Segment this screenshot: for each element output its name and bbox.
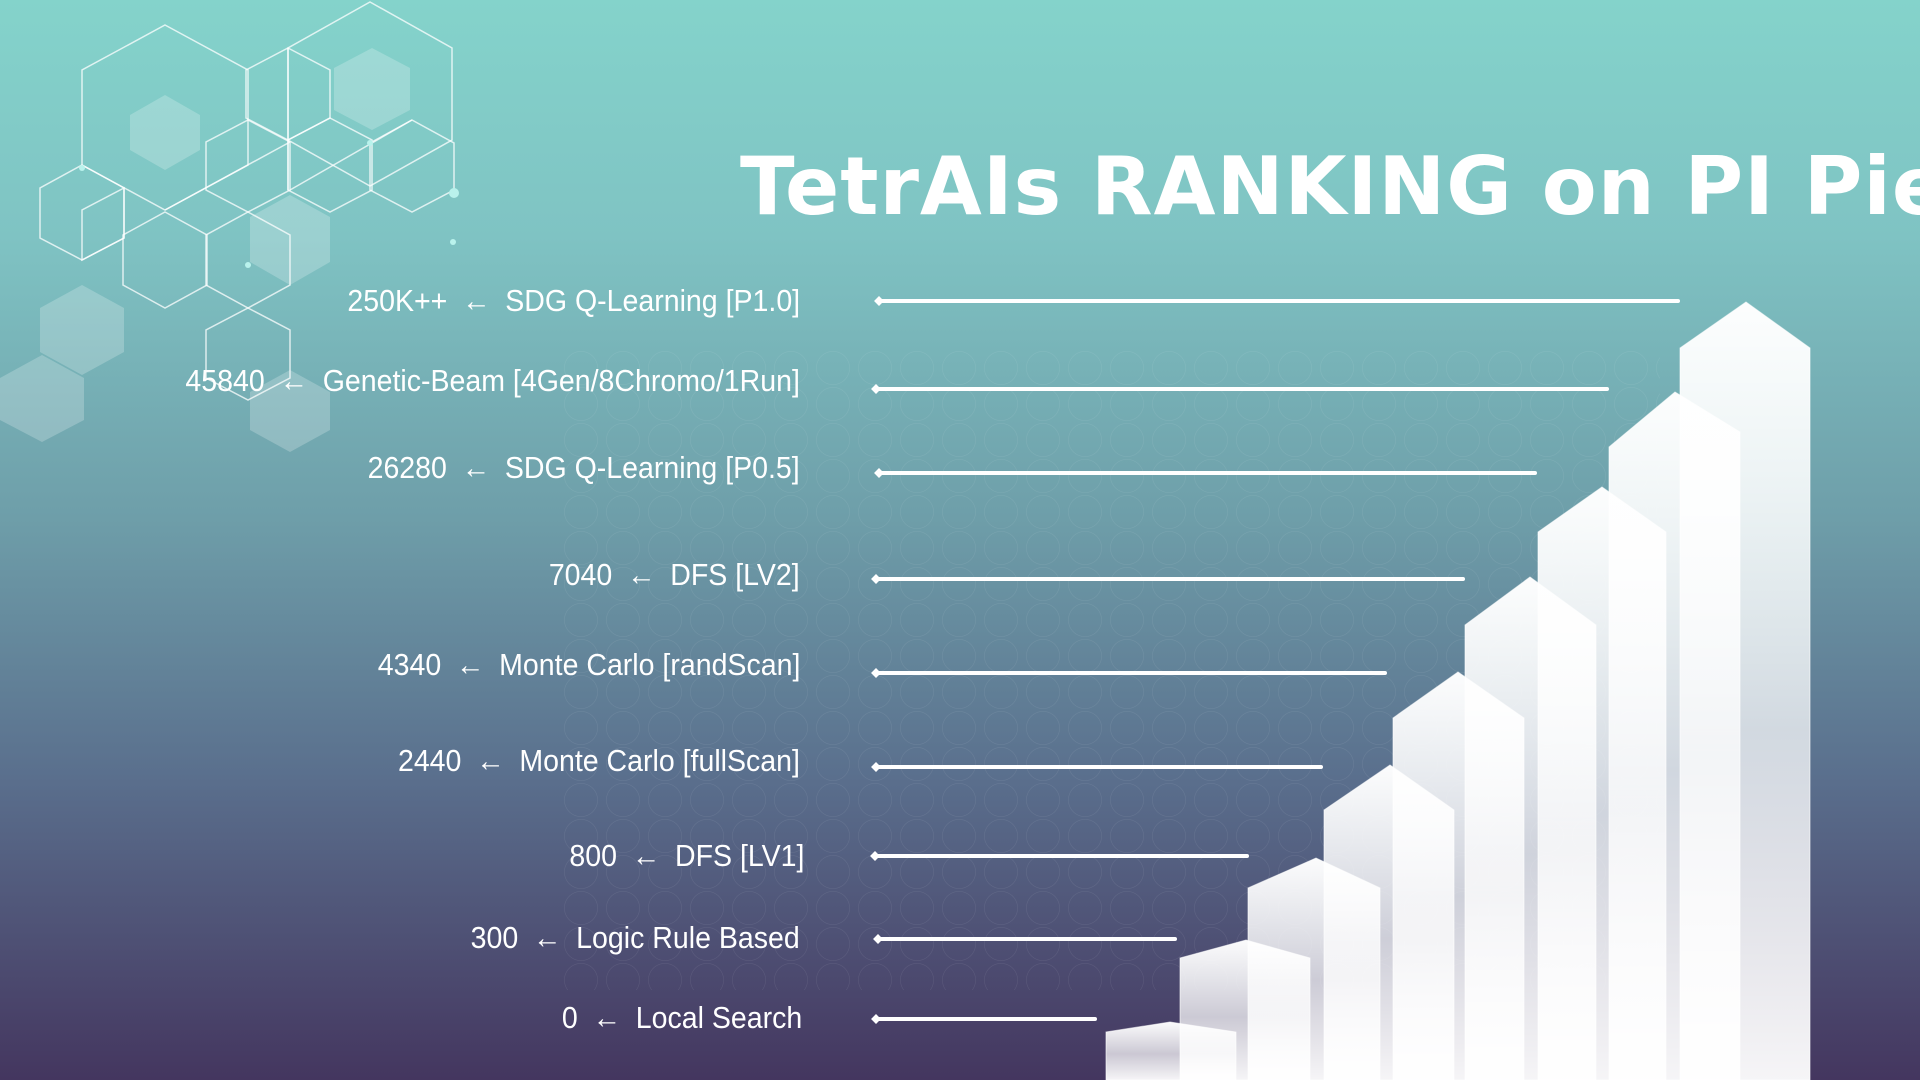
ranking-row-label: 0 ← Local Search bbox=[562, 1000, 802, 1036]
ranking-row-label: 250K++ ← SDG Q-Learning [P1.0] bbox=[347, 283, 800, 319]
score-value: 300 bbox=[470, 920, 519, 955]
score-value: 800 bbox=[568, 838, 617, 873]
left-arrow-icon: ← bbox=[533, 920, 562, 955]
left-arrow-icon: ← bbox=[592, 1000, 621, 1035]
ranking-bar-line bbox=[871, 668, 1387, 678]
left-arrow-icon: ← bbox=[476, 743, 505, 778]
ranking-bar-line bbox=[874, 296, 1680, 306]
ranking-row-label: 26280 ← SDG Q-Learning [P0.5] bbox=[368, 450, 800, 486]
score-value: 4340 bbox=[377, 647, 441, 682]
algorithm-name: Local Search bbox=[635, 1000, 802, 1035]
left-arrow-icon: ← bbox=[455, 647, 485, 682]
ranking-bar-line bbox=[870, 851, 1249, 861]
score-value: 45840 bbox=[185, 363, 265, 398]
ranking-row-label: 2440 ← Monte Carlo [fullScan] bbox=[398, 743, 800, 779]
ranking-row-label: 800 ← DFS [LV1] bbox=[569, 838, 804, 874]
ranking-row-label: 4340 ← Monte Carlo [randScan] bbox=[377, 647, 800, 683]
ranking-bar-line bbox=[871, 762, 1323, 772]
score-value: 2440 bbox=[398, 743, 462, 778]
algorithm-name: Monte Carlo [fullScan] bbox=[519, 743, 800, 778]
score-value: 26280 bbox=[367, 450, 448, 485]
left-arrow-icon: ← bbox=[461, 450, 491, 485]
ranking-row-label: 45840 ← Genetic-Beam [4Gen/8Chromo/1Run] bbox=[186, 363, 800, 399]
score-value: 250K++ bbox=[347, 283, 448, 318]
ranking-row-label: 7040 ← DFS [LV2] bbox=[549, 557, 800, 593]
algorithm-name: Monte Carlo [randScan] bbox=[498, 647, 800, 682]
ranking-bar-line bbox=[871, 1014, 1097, 1024]
score-value: 7040 bbox=[549, 557, 613, 592]
algorithm-name: Logic Rule Based bbox=[576, 920, 800, 955]
algorithm-name: DFS [LV1] bbox=[674, 838, 804, 873]
ranking-bar-line bbox=[871, 384, 1609, 394]
left-arrow-icon: ← bbox=[461, 283, 491, 318]
left-arrow-icon: ← bbox=[627, 557, 656, 592]
algorithm-name: DFS [LV2] bbox=[670, 557, 800, 592]
left-arrow-icon: ← bbox=[279, 363, 309, 398]
ranking-bar-line bbox=[873, 934, 1177, 944]
page-title: TetrAIs RANKING on PI Pieces bbox=[740, 140, 1920, 233]
hexagon-network-decoration bbox=[0, 1, 459, 452]
algorithm-name: SDG Q-Learning [P0.5] bbox=[505, 450, 800, 485]
ranking-row-label: 300 ← Logic Rule Based bbox=[471, 920, 800, 956]
ranking-bar-line bbox=[871, 574, 1465, 584]
algorithm-name: Genetic-Beam [4Gen/8Chromo/1Run] bbox=[322, 363, 800, 398]
algorithm-name: SDG Q-Learning [P1.0] bbox=[505, 283, 800, 318]
left-arrow-icon: ← bbox=[631, 838, 660, 873]
score-value: 0 bbox=[561, 1000, 578, 1035]
ranking-bar-line bbox=[874, 468, 1537, 478]
